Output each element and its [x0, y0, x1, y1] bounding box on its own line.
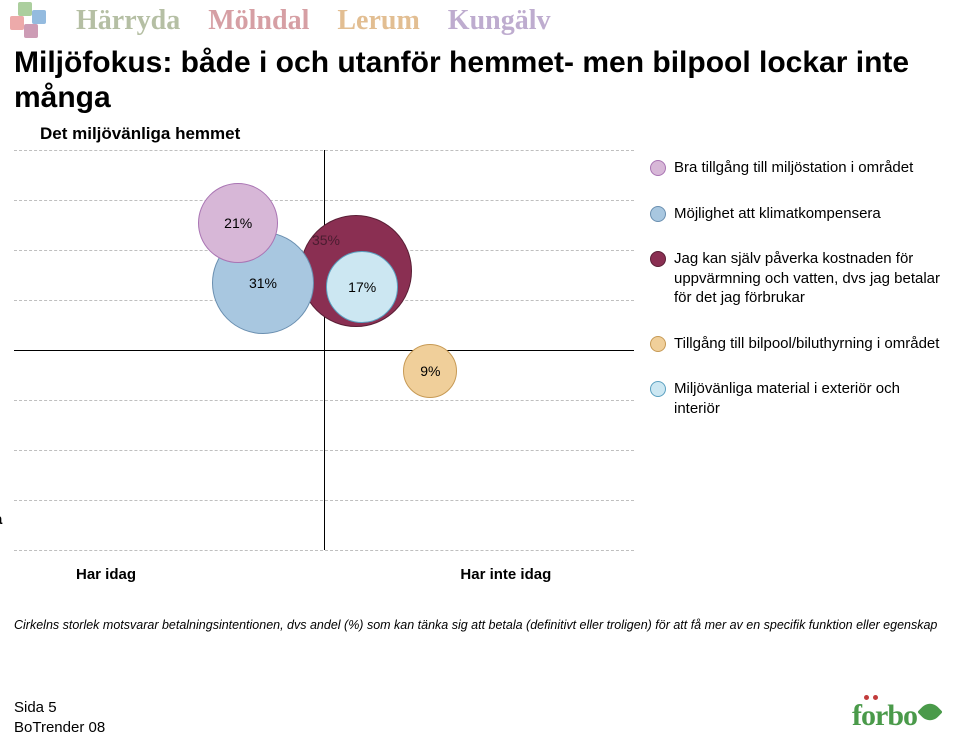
footer-page: Sida 5: [14, 698, 105, 718]
footnote: Cirkelns storlek motsvarar betalningsint…: [14, 618, 945, 632]
legend-marker-icon: [650, 251, 666, 267]
brand-lerum: Lerum: [337, 5, 419, 37]
legend-marker-icon: [650, 160, 666, 176]
legend-item: Jag kan själv påverka kostnaden för uppv…: [650, 249, 945, 308]
axis-label: Villinte ha: [0, 494, 2, 528]
legend-marker-icon: [650, 336, 666, 352]
footer-study: BoTrender 08: [14, 718, 105, 738]
legend-text: Miljövänliga material i exteriör och int…: [674, 379, 945, 418]
gridline: [14, 550, 634, 551]
legend-item: Miljövänliga material i exteriör och int…: [650, 379, 945, 418]
legend-item: Tillgång till bilpool/biluthyrning i omr…: [650, 334, 945, 354]
page-subtitle: Det miljövänliga hemmet: [40, 124, 240, 144]
footer-left: Sida 5 BoTrender 08: [14, 698, 105, 737]
slide: Härryda Mölndal Lerum Kungälv Miljöfokus…: [0, 0, 959, 751]
quadrant-chart: 35%31%21%17%9%Vill haVillinte haHar idag…: [14, 150, 634, 550]
legend-item: Möjlighet att klimatkompensera: [650, 204, 945, 224]
forbo-logo-icon: forbo: [852, 699, 939, 733]
bubble-label: 21%: [224, 215, 252, 231]
bubble: 17%: [326, 251, 398, 323]
axis-label: Har inte idag: [460, 566, 551, 583]
legend-text: Bra tillgång till miljöstation i området: [674, 158, 913, 178]
bubble: 9%: [403, 344, 457, 398]
brand-row: Härryda Mölndal Lerum Kungälv: [0, 0, 959, 42]
brand-kungalv: Kungälv: [448, 5, 551, 37]
legend-marker-icon: [650, 381, 666, 397]
axis-label: Har idag: [76, 566, 136, 583]
legend-marker-icon: [650, 206, 666, 222]
bubble-label: 17%: [348, 279, 376, 295]
brand-molndal: Mölndal: [208, 5, 309, 37]
legend-item: Bra tillgång till miljöstation i området: [650, 158, 945, 178]
brand-logo-icon: [10, 2, 48, 40]
bubble-label: 35%: [312, 232, 340, 248]
legend-text: Jag kan själv påverka kostnaden för uppv…: [674, 249, 945, 308]
bubble: 21%: [198, 183, 278, 263]
axis-vertical: [324, 150, 325, 550]
legend-text: Tillgång till bilpool/biluthyrning i omr…: [674, 334, 939, 354]
legend: Bra tillgång till miljöstation i området…: [650, 158, 945, 444]
brand-harryda: Härryda: [76, 5, 180, 37]
bubble-label: 31%: [249, 275, 277, 291]
bubble-label: 9%: [420, 363, 440, 379]
footer-logo: forbo: [852, 699, 939, 733]
legend-text: Möjlighet att klimatkompensera: [674, 204, 881, 224]
page-title: Miljöfokus: både i och utanför hemmet- m…: [14, 46, 945, 115]
